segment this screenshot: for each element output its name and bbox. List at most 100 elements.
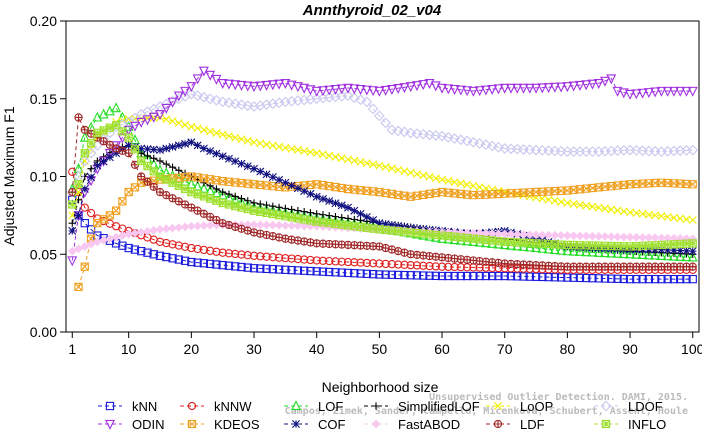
data-point [269, 202, 277, 210]
data-point [386, 84, 397, 95]
data-point [637, 88, 648, 99]
data-point [361, 96, 373, 108]
data-point [80, 203, 89, 212]
data-point [651, 245, 660, 254]
data-point [688, 274, 697, 284]
data-point [538, 272, 547, 282]
legend-label: kNN [132, 399, 157, 414]
data-point [443, 84, 454, 95]
data-point [318, 256, 328, 265]
data-point [217, 96, 229, 108]
data-point [506, 272, 516, 281]
data-point [356, 269, 365, 278]
data-point [644, 233, 654, 242]
data-point [381, 220, 390, 229]
data-point [312, 256, 321, 265]
legend-marker [105, 419, 115, 430]
data-point [224, 154, 233, 163]
data-point [281, 204, 289, 212]
data-point [418, 229, 429, 240]
data-point [619, 207, 628, 216]
data-point [306, 189, 315, 198]
data-point [212, 149, 221, 158]
data-point [143, 152, 152, 160]
data-point [105, 153, 114, 162]
data-point [275, 142, 284, 151]
data-point [549, 82, 560, 93]
data-point [394, 165, 403, 174]
data-point [638, 233, 647, 242]
data-point [124, 141, 133, 150]
data-point [237, 262, 246, 272]
data-point [300, 266, 309, 275]
data-point [205, 194, 215, 203]
data-point [231, 157, 240, 166]
data-point [362, 258, 371, 268]
data-point [568, 81, 579, 92]
legend-item-kdeos: KDEOS [180, 417, 260, 432]
data-point [525, 230, 535, 240]
data-point [230, 80, 241, 91]
data-point [268, 253, 277, 262]
data-point [174, 141, 183, 150]
data-point [331, 268, 340, 277]
data-point [256, 252, 265, 261]
data-point [537, 242, 548, 253]
data-point [124, 114, 133, 123]
data-point [468, 86, 479, 97]
data-point [374, 86, 385, 97]
data-point [505, 83, 516, 94]
data-point [306, 209, 315, 217]
data-point [381, 163, 390, 172]
data-point [531, 242, 542, 253]
data-point [450, 271, 459, 281]
data-point [150, 154, 158, 162]
data-point [249, 264, 259, 273]
data-point [261, 80, 272, 91]
data-point [425, 261, 434, 271]
data-point [455, 85, 466, 96]
data-point [218, 260, 227, 270]
data-point [186, 221, 196, 231]
data-point [463, 180, 472, 189]
data-point [337, 257, 346, 266]
data-point [449, 133, 460, 144]
data-point [531, 230, 541, 240]
data-point [118, 197, 127, 206]
data-point [262, 201, 271, 209]
data-point [248, 101, 260, 112]
data-point [469, 181, 478, 190]
data-point [236, 99, 247, 111]
data-point [669, 274, 679, 284]
data-point [687, 86, 698, 97]
data-point [450, 262, 459, 272]
credit-line-1: Campos, Zimek, Sander, Campello, Micenko… [285, 405, 688, 417]
data-point [631, 89, 642, 100]
data-point [594, 274, 603, 283]
legend-marker [291, 400, 301, 411]
data-point [512, 83, 523, 94]
data-point [256, 200, 264, 208]
data-point [525, 272, 534, 281]
data-point [544, 195, 553, 204]
data-point [299, 83, 310, 94]
credit-line-2: Unsupervised Outlier Detection. DAMI, 20… [429, 391, 688, 403]
data-point [287, 221, 297, 231]
data-point [394, 270, 403, 280]
data-point [400, 260, 409, 269]
data-point [330, 84, 341, 95]
data-point [262, 140, 271, 149]
legend-label: LoOP [520, 399, 553, 414]
data-point [192, 90, 203, 102]
legend-marker [601, 419, 611, 429]
data-point [280, 221, 290, 230]
data-point [318, 267, 328, 276]
data-point [173, 91, 184, 102]
data-point [187, 187, 196, 197]
data-point [223, 97, 235, 109]
legend-marker [187, 419, 197, 429]
data-point [436, 130, 448, 142]
data-point [336, 84, 347, 95]
data-point [657, 274, 666, 284]
data-point [356, 209, 365, 218]
